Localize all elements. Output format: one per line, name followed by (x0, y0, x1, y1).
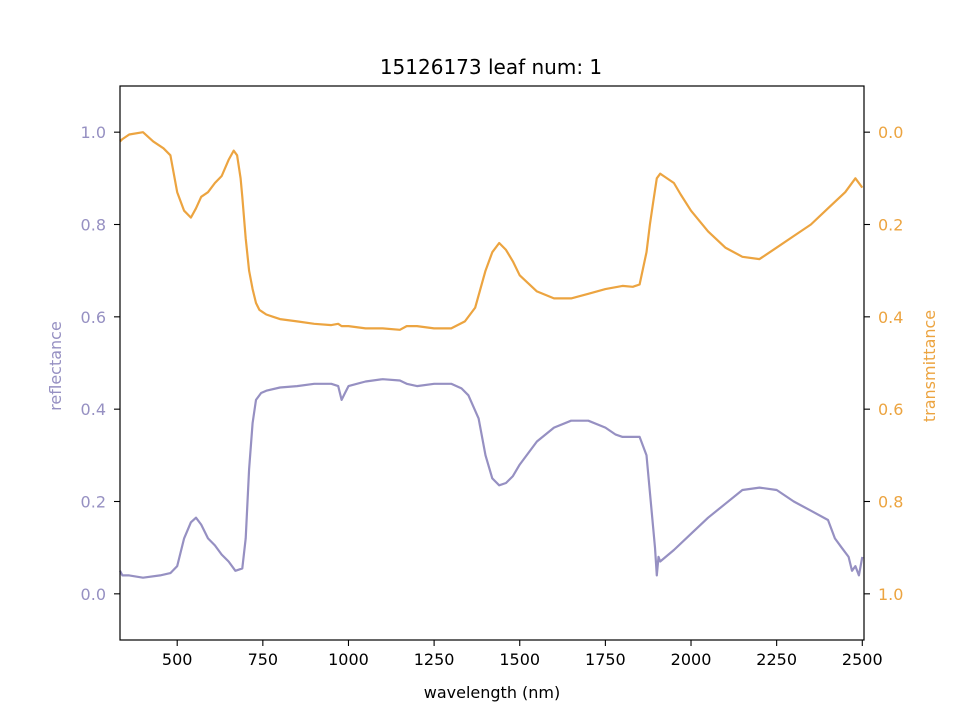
right-y-axis-ticks: 0.0 0.2 0.4 0.6 0.8 1.0 (864, 123, 903, 604)
x-tick-label: 2250 (756, 650, 797, 669)
right-y-tick-label: 1.0 (878, 585, 903, 604)
right-y-tick-label: 0.6 (878, 400, 903, 419)
right-y-axis-label: transmittance (920, 310, 939, 422)
x-tick-label: 1500 (499, 650, 540, 669)
x-axis-ticks: 500 750 1000 1250 1500 1750 2000 2250 2500 (162, 640, 883, 669)
x-axis-label: wavelength (nm) (424, 683, 561, 702)
left-y-tick-label: 0.2 (81, 493, 106, 512)
x-tick-label: 500 (162, 650, 193, 669)
left-y-axis-label: reflectance (46, 321, 65, 411)
left-y-axis-ticks: 0.0 0.2 0.4 0.6 0.8 1.0 (81, 123, 120, 604)
x-tick-label: 750 (248, 650, 279, 669)
right-y-tick-label: 0.0 (878, 123, 903, 142)
transmittance-series-line (119, 131, 864, 331)
plot-frame (119, 85, 865, 641)
right-y-tick-label: 0.4 (878, 308, 903, 327)
x-tick-label: 1250 (414, 650, 455, 669)
right-y-tick-label: 0.8 (878, 493, 903, 512)
right-y-tick-label: 0.2 (878, 216, 903, 235)
x-tick-label: 2000 (671, 650, 712, 669)
reflectance-series-line (119, 378, 864, 579)
left-y-tick-label: 1.0 (81, 123, 106, 142)
plot-lines (119, 131, 864, 579)
x-tick-label: 1750 (585, 650, 626, 669)
chart-title: 15126173 leaf num: 1 (380, 55, 602, 79)
x-tick-label: 1000 (328, 650, 369, 669)
left-y-tick-label: 0.8 (81, 216, 106, 235)
left-y-tick-label: 0.0 (81, 585, 106, 604)
left-y-tick-label: 0.4 (81, 400, 106, 419)
left-y-tick-label: 0.6 (81, 308, 106, 327)
x-tick-label: 2500 (842, 650, 883, 669)
